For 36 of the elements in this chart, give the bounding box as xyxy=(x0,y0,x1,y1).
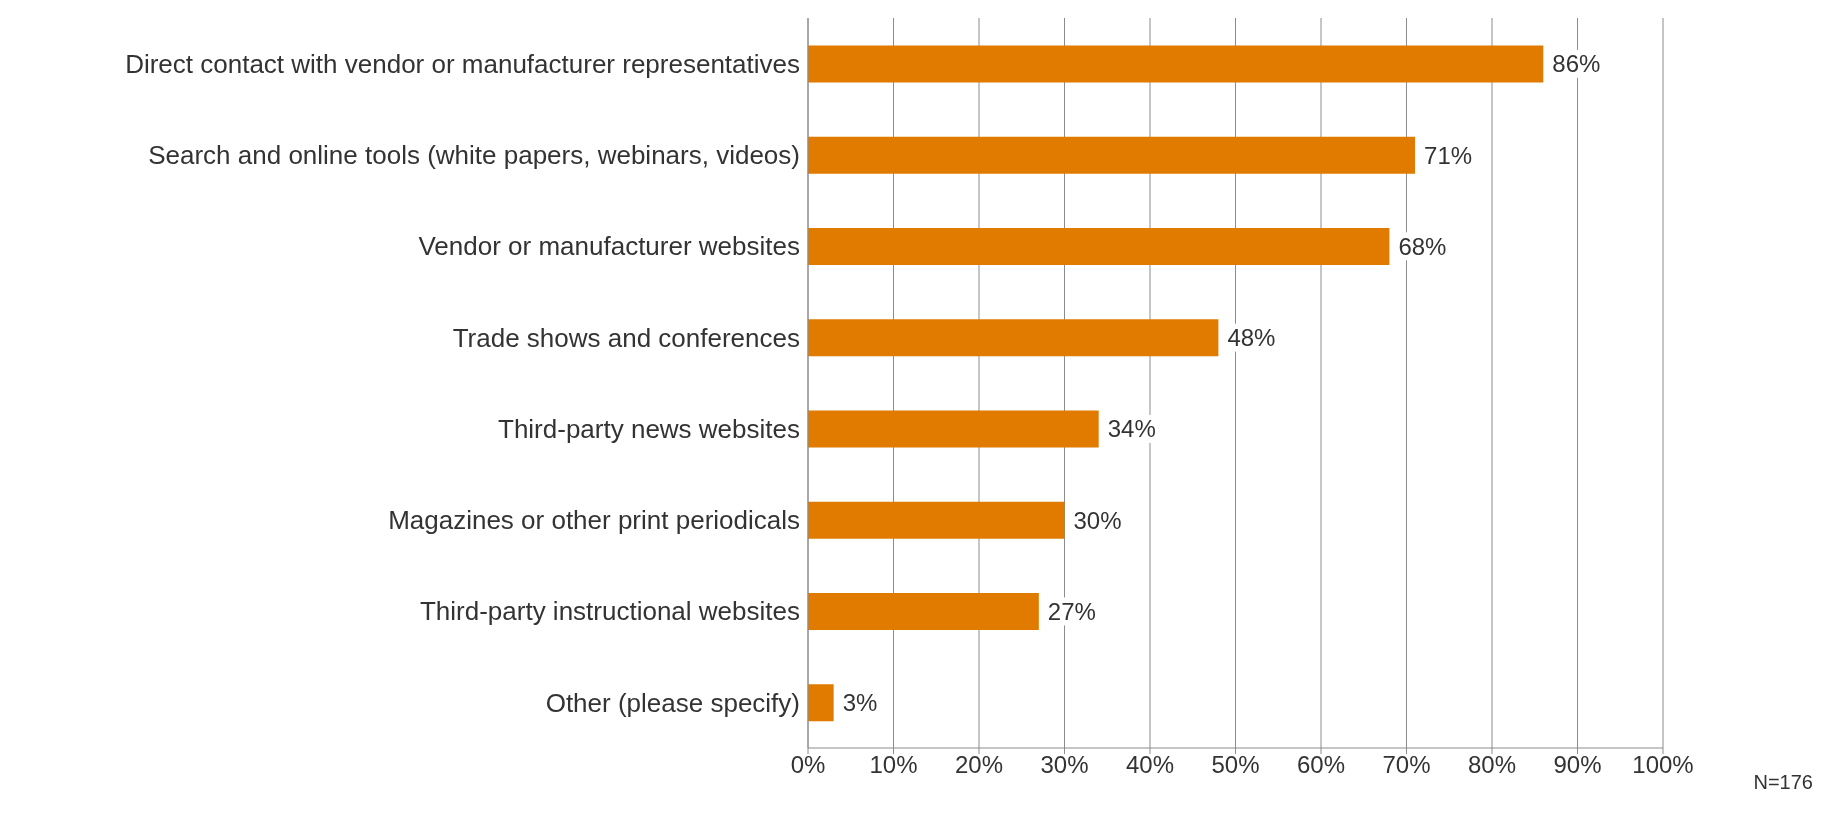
data-label: 86% xyxy=(1552,50,1601,78)
y-tick-label: Search and online tools (white papers, webinars, videos) xyxy=(148,140,800,171)
x-tick-label: 90% xyxy=(1553,751,1602,779)
data-label: 48% xyxy=(1227,324,1276,352)
bar xyxy=(808,136,1416,174)
x-tick-label: 30% xyxy=(1040,751,1089,779)
x-tick-label: 0% xyxy=(790,751,826,779)
y-tick-label: Trade shows and conferences xyxy=(452,322,800,353)
y-tick-label: Direct contact with vendor or manufacturer representatives xyxy=(125,48,800,79)
y-tick-label: Vendor or manufacturer websites xyxy=(418,231,800,262)
x-tick-label: 60% xyxy=(1296,751,1346,779)
bar xyxy=(808,592,1039,630)
y-tick-label: Magazines or other print periodicals xyxy=(388,505,800,536)
data-label: 71% xyxy=(1424,141,1473,169)
x-tick-label: 50% xyxy=(1211,751,1260,779)
bar xyxy=(808,684,834,722)
data-label: 68% xyxy=(1398,232,1447,260)
bar xyxy=(808,501,1065,539)
y-tick-label: Third-party news websites xyxy=(498,413,800,444)
bar xyxy=(808,45,1544,83)
x-tick-label: 40% xyxy=(1125,751,1175,779)
data-label: 3% xyxy=(842,689,878,717)
x-tick-label: 80% xyxy=(1467,751,1517,779)
bar xyxy=(808,227,1390,265)
bar xyxy=(808,319,1219,357)
y-tick-label: Other (please specify) xyxy=(545,687,800,718)
x-tick-label: 100% xyxy=(1632,751,1694,779)
x-tick-label: 10% xyxy=(869,751,918,779)
bar xyxy=(808,410,1099,448)
x-tick-label: 70% xyxy=(1382,751,1431,779)
text: N=176 xyxy=(1753,771,1813,794)
data-label: 27% xyxy=(1047,597,1096,625)
data-label: 34% xyxy=(1107,415,1156,443)
data-label: 30% xyxy=(1073,506,1122,534)
y-tick-label: Third-party instructional websites xyxy=(419,596,800,627)
x-tick-label: 20% xyxy=(954,751,1004,779)
